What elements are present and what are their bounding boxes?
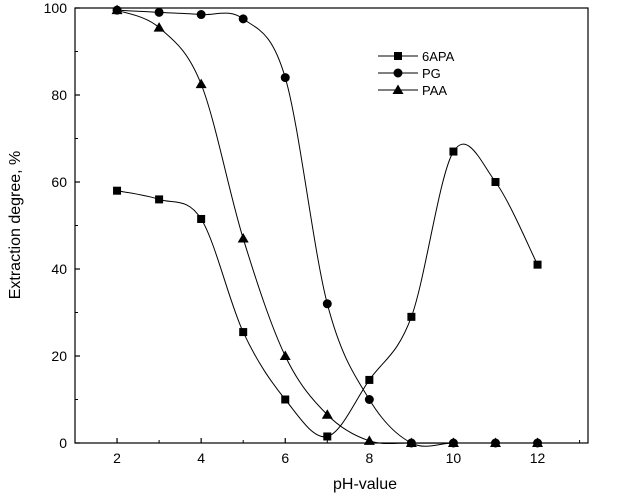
data-point-pg [322,299,332,309]
y-tick-label: 0 [59,435,67,451]
data-point-paa [321,409,333,419]
data-point-6apa [491,178,500,186]
data-point-6apa [239,328,248,337]
x-tick-label: 8 [365,450,373,466]
data-point-6apa [281,395,290,404]
axes-layer: 2 4 6 8 10 12 0 20 40 60 80 100 [44,0,589,466]
legend: 6APA PG PAA [378,49,455,98]
data-point-paa [153,22,165,32]
x-tick-label: 2 [113,450,121,466]
data-point-pg [280,73,290,83]
y-tick-label: 80 [51,87,67,103]
data-point-paa [237,233,249,243]
y-axis-label: Extraction degree, % [7,151,24,300]
x-axis-label: pH-value [333,476,397,493]
data-point-paa [111,4,123,15]
data-point-paa [489,437,501,447]
data-point-paa [195,78,207,89]
data-point-paa [363,435,375,445]
y-tick-label: 60 [51,174,67,190]
x-tick-label: 6 [281,450,289,466]
series-line-pg [117,9,538,447]
series-markers [111,4,544,448]
data-point-6apa [113,186,122,195]
plot-frame [74,7,589,444]
data-point-6apa [407,312,416,321]
x-tick-label: 4 [197,450,205,466]
data-point-paa [279,350,291,360]
data-point-6apa [533,260,542,269]
data-point-paa [447,437,459,447]
legend-entry: PAA [422,83,447,98]
legend-entry: PG [422,66,441,81]
data-point-paa [405,437,417,447]
legend-marker [392,84,404,94]
series-lines [116,9,538,447]
y-tick-label: 100 [44,0,68,16]
series-line-paa [116,9,538,445]
data-point-pg [154,7,164,17]
data-point-6apa [365,375,374,384]
legend-marker [394,52,402,60]
data-point-6apa [197,214,206,223]
y-tick-label: 20 [51,348,67,364]
x-tick-label: 12 [530,450,546,466]
data-point-6apa [323,432,332,441]
data-point-6apa [155,195,164,204]
y-tick-label: 40 [51,261,67,277]
x-tick-label: 10 [446,450,462,466]
data-point-6apa [449,147,458,156]
data-point-pg [196,10,206,20]
data-point-paa [532,437,544,447]
data-point-pg [238,14,248,24]
data-point-pg [364,395,374,404]
series-line-6apa [116,143,538,438]
legend-marker [393,68,403,78]
legend-entry: 6APA [422,49,455,64]
